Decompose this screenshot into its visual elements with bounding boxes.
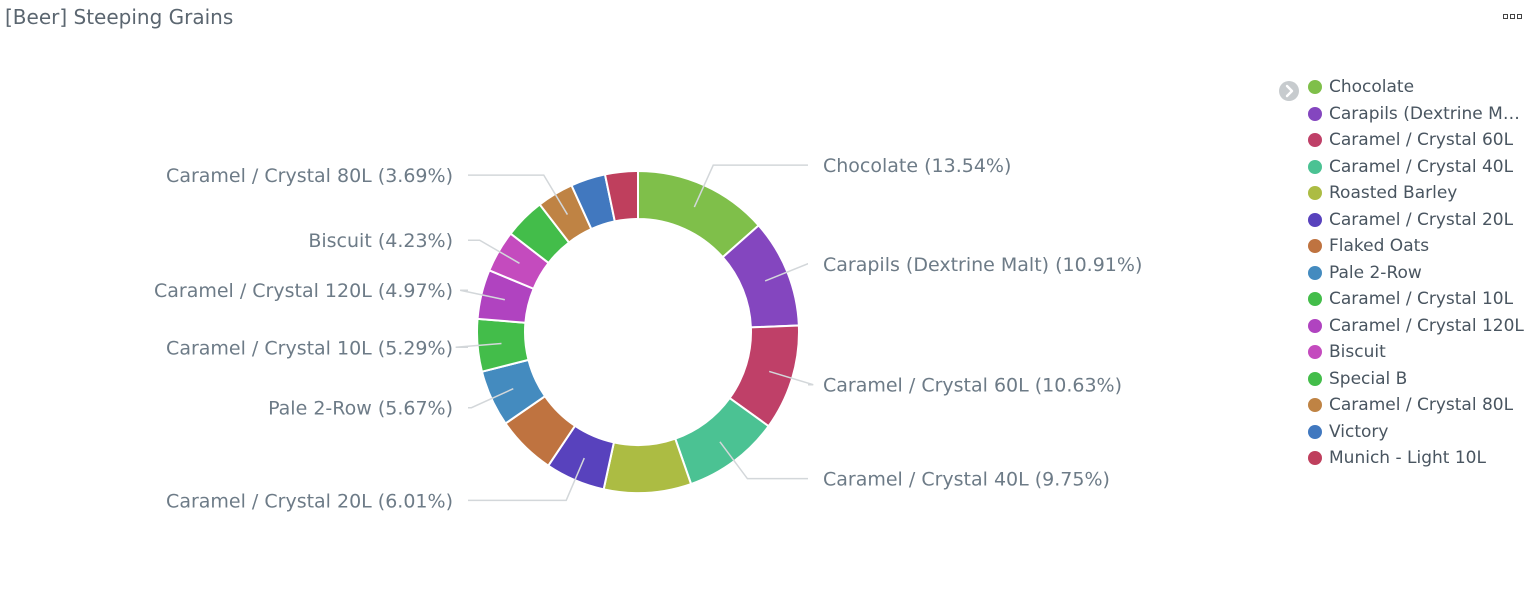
legend-label: Chocolate <box>1329 77 1415 98</box>
leader-line <box>693 164 808 208</box>
legend-label: Caramel / Crystal 120L <box>1329 315 1524 336</box>
legend-item[interactable]: Special B <box>1308 366 1528 393</box>
slice-label: Caramel / Crystal 60L (10.63%) <box>823 375 1122 397</box>
leader-line <box>719 441 808 480</box>
legend-swatch <box>1308 318 1322 333</box>
slice-label: Biscuit (4.23%) <box>308 230 453 252</box>
legend-item[interactable]: Caramel / Crystal 80L <box>1308 392 1528 419</box>
slice-label: Caramel / Crystal 80L (3.69%) <box>166 165 453 187</box>
pie-slice[interactable] <box>602 437 693 494</box>
options-dots-icon[interactable] <box>1503 14 1522 19</box>
leader-line <box>459 289 505 301</box>
slice-labels-group: Chocolate (13.54%) Carapils (Dextrine Mal… <box>154 155 1142 512</box>
leader-line <box>455 342 502 349</box>
slices-group <box>476 169 800 494</box>
legend-item[interactable]: Caramel / Crystal 120L <box>1308 313 1528 340</box>
legend-item[interactable]: Munich - Light 10L <box>1308 445 1528 472</box>
legend-list: Chocolate Carapils (Dextrine Malt) Caramel… <box>1308 74 1528 472</box>
legend-label: Carapils (Dextrine Malt) <box>1329 103 1528 124</box>
legend-label: Pale 2-Row <box>1329 262 1422 283</box>
legend-swatch <box>1308 424 1322 439</box>
legend-swatch <box>1308 159 1322 174</box>
legend-item[interactable]: Biscuit <box>1308 339 1528 366</box>
leader-line <box>768 370 814 386</box>
legend-swatch <box>1308 292 1322 307</box>
legend-swatch <box>1308 106 1322 121</box>
legend-item[interactable]: Roasted Barley <box>1308 180 1528 207</box>
legend-label: Caramel / Crystal 20L <box>1329 209 1514 230</box>
legend-label: Munich - Light 10L <box>1329 448 1486 469</box>
legend-label: Victory <box>1329 421 1389 442</box>
legend-label: Biscuit <box>1329 342 1386 363</box>
slice-label: Caramel / Crystal 10L (5.29%) <box>166 337 453 359</box>
legend-item[interactable]: Chocolate <box>1308 74 1528 101</box>
legend-swatch <box>1308 451 1322 466</box>
legend-item[interactable]: Carapils (Dextrine Malt) <box>1308 101 1528 128</box>
panel-title: [Beer] Steeping Grains <box>5 5 234 29</box>
legend-swatch <box>1308 371 1322 386</box>
dot <box>1510 14 1515 19</box>
legend-swatch <box>1308 398 1322 413</box>
legend-item[interactable]: Caramel / Crystal 40L <box>1308 154 1528 181</box>
legend-swatch <box>1308 265 1322 280</box>
legend-swatch <box>1308 239 1322 254</box>
legend-label: Caramel / Crystal 60L <box>1329 130 1514 151</box>
leader-lines-group <box>455 164 814 502</box>
chevron-right-icon[interactable] <box>1279 81 1299 101</box>
pie-slice[interactable] <box>603 169 639 223</box>
legend-swatch <box>1308 345 1322 360</box>
legend-swatch <box>1308 133 1322 148</box>
legend-swatch <box>1308 80 1322 95</box>
slice-label: Carapils (Dextrine Malt) (10.91%) <box>823 254 1142 276</box>
legend-label: Caramel / Crystal 40L <box>1329 156 1514 177</box>
legend-item[interactable]: Caramel / Crystal 20L <box>1308 207 1528 234</box>
legend-item[interactable]: Caramel / Crystal 60L <box>1308 127 1528 154</box>
leader-line <box>468 239 520 264</box>
slice-label: Pale 2-Row (5.67%) <box>268 398 453 420</box>
legend-item[interactable]: Caramel / Crystal 10L <box>1308 286 1528 313</box>
dot <box>1503 14 1508 19</box>
leader-line <box>468 388 514 409</box>
leader-line <box>468 457 585 502</box>
leader-line <box>764 263 809 282</box>
legend-label: Caramel / Crystal 10L <box>1329 289 1514 310</box>
slice-label: Chocolate (13.54%) <box>823 155 1011 177</box>
legend-item[interactable]: Victory <box>1308 419 1528 446</box>
legend-item[interactable]: Flaked Oats <box>1308 233 1528 260</box>
legend-label: Flaked Oats <box>1329 236 1430 257</box>
dot <box>1517 14 1522 19</box>
slice-label: Caramel / Crystal 120L (4.97%) <box>154 280 453 302</box>
legend-swatch <box>1308 186 1322 201</box>
legend-label: Caramel / Crystal 80L <box>1329 395 1514 416</box>
slice-label: Caramel / Crystal 20L (6.01%) <box>166 490 453 512</box>
legend-swatch <box>1308 212 1322 227</box>
legend-label: Roasted Barley <box>1329 183 1458 204</box>
legend-item[interactable]: Pale 2-Row <box>1308 260 1528 287</box>
leader-line <box>468 174 569 215</box>
slice-label: Caramel / Crystal 40L (9.75%) <box>823 469 1110 491</box>
legend-label: Special B <box>1329 368 1408 389</box>
